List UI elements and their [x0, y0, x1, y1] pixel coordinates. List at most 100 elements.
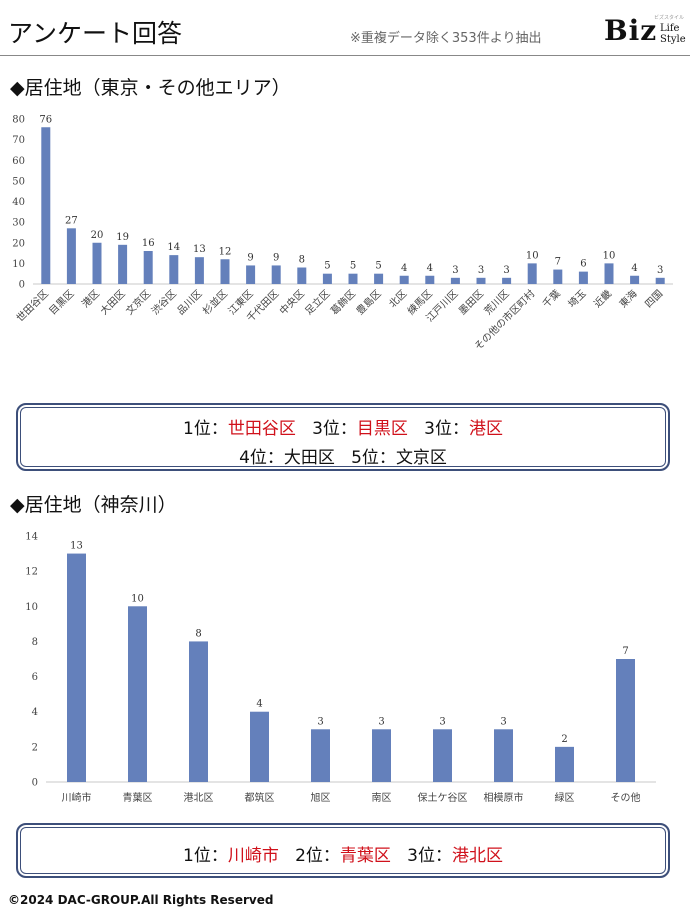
data-label: 7: [555, 257, 561, 268]
bar: [502, 277, 512, 284]
data-label: 10: [131, 593, 144, 604]
rank-label: 3位：: [312, 419, 357, 439]
data-label: 9: [247, 252, 253, 263]
bar: [604, 263, 614, 284]
data-label: 14: [167, 242, 180, 253]
rank-name: 大田区: [283, 448, 335, 468]
bar: [494, 729, 513, 782]
data-label: 4: [427, 263, 433, 274]
category-label: 都筑区: [245, 791, 275, 804]
y-tick-label: 10: [25, 602, 38, 613]
category-label: 北区: [387, 288, 410, 311]
data-label: 20: [91, 230, 104, 241]
data-label: 8: [195, 628, 201, 639]
y-tick-label: 30: [12, 218, 25, 229]
bar: [250, 711, 269, 782]
bar: [372, 729, 391, 782]
bar: [189, 641, 208, 782]
summary-panel-kanagawa: 1位：川崎市 2位：青葉区 3位：港北区: [16, 823, 670, 878]
data-label: 16: [142, 238, 155, 249]
section-title-tokyo: ◆居住地（東京・その他エリア）: [10, 77, 291, 99]
data-label: 2: [561, 734, 567, 745]
rank-name: 目黒区: [356, 419, 408, 439]
category-label: 世田谷区: [14, 288, 51, 325]
category-label: 渋谷区: [149, 287, 179, 317]
data-label: 8: [299, 255, 305, 266]
data-label: 3: [503, 265, 509, 276]
bar: [143, 251, 153, 284]
data-label: 5: [375, 261, 381, 272]
category-label: 南区: [372, 791, 392, 804]
data-label: 4: [631, 263, 637, 274]
sample-note: ※重複データ除く353件より抽出: [350, 31, 542, 46]
category-label: 足立区: [302, 287, 332, 317]
y-tick-label: 4: [32, 707, 38, 718]
bar: [578, 271, 588, 284]
data-label: 3: [378, 716, 384, 727]
category-label: 青葉区: [123, 791, 153, 804]
data-label: 13: [70, 541, 83, 552]
bar: [66, 228, 76, 284]
bar: [374, 273, 384, 284]
bar: [433, 729, 452, 782]
summary-panel-tokyo: 1位：世田谷区 3位：目黒区 3位：港区 4位：大田区 5位：文京区: [16, 403, 670, 471]
summary-line-1: 1位：川崎市 2位：青葉区 3位：港北区: [18, 841, 668, 866]
data-label: 10: [526, 250, 539, 261]
category-label: 大田区: [97, 287, 127, 317]
data-label: 7: [622, 646, 628, 657]
logo-line2: Style: [660, 34, 686, 45]
y-tick-label: 8: [32, 637, 38, 648]
category-label: 墨田区: [456, 288, 486, 318]
summary-line-1: 1位：世田谷区 3位：目黒区 3位：港区: [18, 414, 668, 439]
y-tick-label: 80: [12, 115, 25, 126]
rank-label: 1位：: [183, 419, 228, 439]
logo-main: Biz: [604, 14, 658, 47]
rank-name: 港北区: [451, 846, 503, 866]
category-label: 埼玉: [565, 287, 588, 310]
data-label: 3: [478, 265, 484, 276]
bar: [297, 267, 307, 284]
bar: [128, 606, 147, 782]
data-label: 12: [219, 246, 232, 257]
bar: [41, 127, 51, 284]
y-tick-label: 10: [12, 259, 25, 270]
category-label: 旭区: [311, 792, 331, 804]
category-label: 目黒区: [47, 288, 77, 318]
bar: [655, 277, 665, 284]
copyright: ©2024 DAC-GROUP.All Rights Reserved: [8, 893, 274, 907]
rank-name: 川崎市: [227, 846, 279, 866]
y-tick-label: 60: [12, 156, 25, 167]
page-title: アンケート回答: [8, 19, 183, 48]
rank-label: 3位：: [424, 419, 469, 439]
bar: [399, 275, 409, 284]
rank-label: 2位：: [295, 846, 340, 866]
bar: [616, 659, 635, 782]
chart-kanagawa: 0 2 4 6 8 10 12 14 13 川崎市 10 青葉区 8 港北区 4 都筑区 3 旭区 3 南区 3 保土ケ谷…: [25, 532, 656, 804]
data-label: 4: [256, 699, 262, 710]
rank-name: 文京区: [395, 448, 447, 468]
data-label: 3: [439, 716, 445, 727]
data-label: 5: [350, 261, 356, 272]
y-tick-label: 40: [12, 197, 25, 208]
bar: [527, 263, 537, 284]
data-label: 13: [193, 244, 206, 255]
category-label: 港区: [79, 288, 102, 311]
bar: [630, 275, 640, 284]
bar: [553, 269, 563, 284]
category-label: 川崎市: [62, 791, 92, 804]
rank-name: 港区: [468, 419, 503, 439]
category-label: 葛飾区: [328, 287, 358, 317]
category-label: 近畿: [591, 287, 614, 310]
y-tick-label: 20: [12, 238, 25, 249]
category-label: 保土ケ谷区: [418, 791, 468, 804]
bar: [169, 255, 179, 284]
bar: [118, 244, 128, 284]
data-label: 27: [65, 215, 78, 226]
y-tick-label: 2: [32, 742, 38, 753]
bar: [311, 729, 330, 782]
bar: [271, 265, 281, 284]
data-label: 76: [39, 114, 52, 125]
category-label: 緑区: [555, 791, 575, 804]
data-label: 4: [401, 263, 407, 274]
